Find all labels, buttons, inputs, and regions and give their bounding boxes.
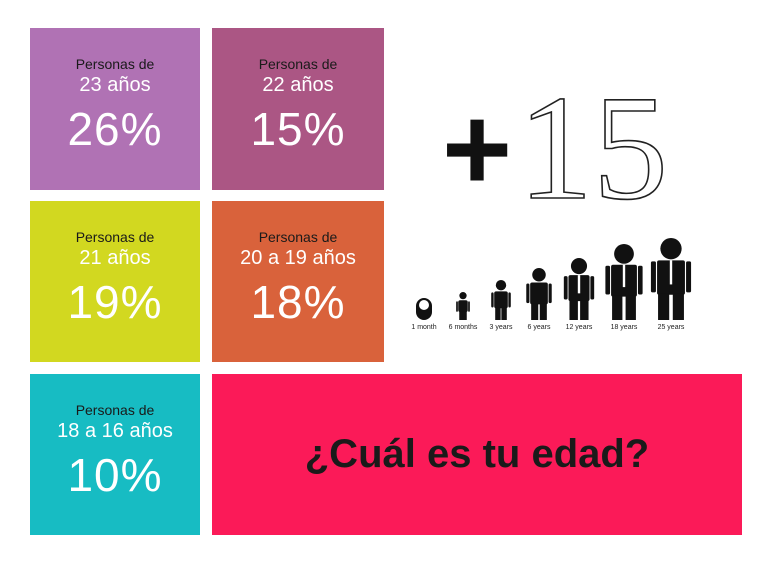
- person-silhouette-icon: [605, 244, 643, 320]
- age-label: 12 years: [565, 324, 593, 331]
- tile-percent: 26%: [67, 103, 163, 155]
- tile-age: 21 años: [79, 247, 151, 269]
- person-silhouette-icon: [456, 292, 470, 320]
- age-label: 18 years: [610, 324, 638, 331]
- plus-fifteen-badge: + 15: [442, 80, 669, 210]
- tile-label: Personas de: [258, 229, 338, 245]
- age-label: 3 years: [489, 324, 513, 331]
- tile-age: 22 años: [262, 74, 334, 96]
- person-silhouette-icon: [491, 280, 511, 320]
- plus-sign: +: [442, 82, 512, 210]
- stat-tile-18-16: Personas de 18 a 16 años 10%: [30, 374, 200, 535]
- stat-tile-21: Personas de 21 años 19%: [30, 201, 200, 362]
- question-banner: ¿Cuál es tu edad?: [212, 374, 742, 535]
- age-label: 25 years: [657, 324, 685, 331]
- tile-percent: 19%: [67, 276, 163, 328]
- stat-tile-20-19: Personas de 20 a 19 años 18%: [212, 201, 384, 362]
- stat-tile-22: Personas de 22 años 15%: [212, 28, 384, 190]
- person-silhouette-icon: [416, 298, 432, 320]
- age-label: 6 months: [448, 324, 478, 331]
- tile-age: 23 años: [79, 74, 151, 96]
- person-silhouette-icon: [526, 268, 552, 320]
- person-silhouette-icon: [563, 258, 595, 320]
- person-silhouette-icon: [650, 238, 692, 320]
- tile-percent: 15%: [250, 103, 346, 155]
- tile-age: 18 a 16 años: [57, 420, 173, 442]
- tile-percent: 10%: [67, 449, 163, 501]
- person-growth-icon: [416, 238, 692, 320]
- stat-tile-23: Personas de 23 años 26%: [30, 28, 200, 190]
- tile-label: Personas de: [75, 229, 155, 245]
- tile-label: Personas de: [75, 402, 155, 418]
- tile-label: Personas de: [258, 56, 338, 72]
- age-growth-figure: 1 month 6 months 3 years 6 years 12 years 18 …: [400, 228, 730, 340]
- tile-percent: 18%: [250, 276, 346, 328]
- age-label: 6 years: [527, 324, 551, 331]
- tile-label: Personas de: [75, 56, 155, 72]
- age-label: 1 month: [411, 324, 437, 331]
- number-fifteen: 15: [518, 80, 668, 210]
- tile-age: 20 a 19 años: [240, 247, 356, 269]
